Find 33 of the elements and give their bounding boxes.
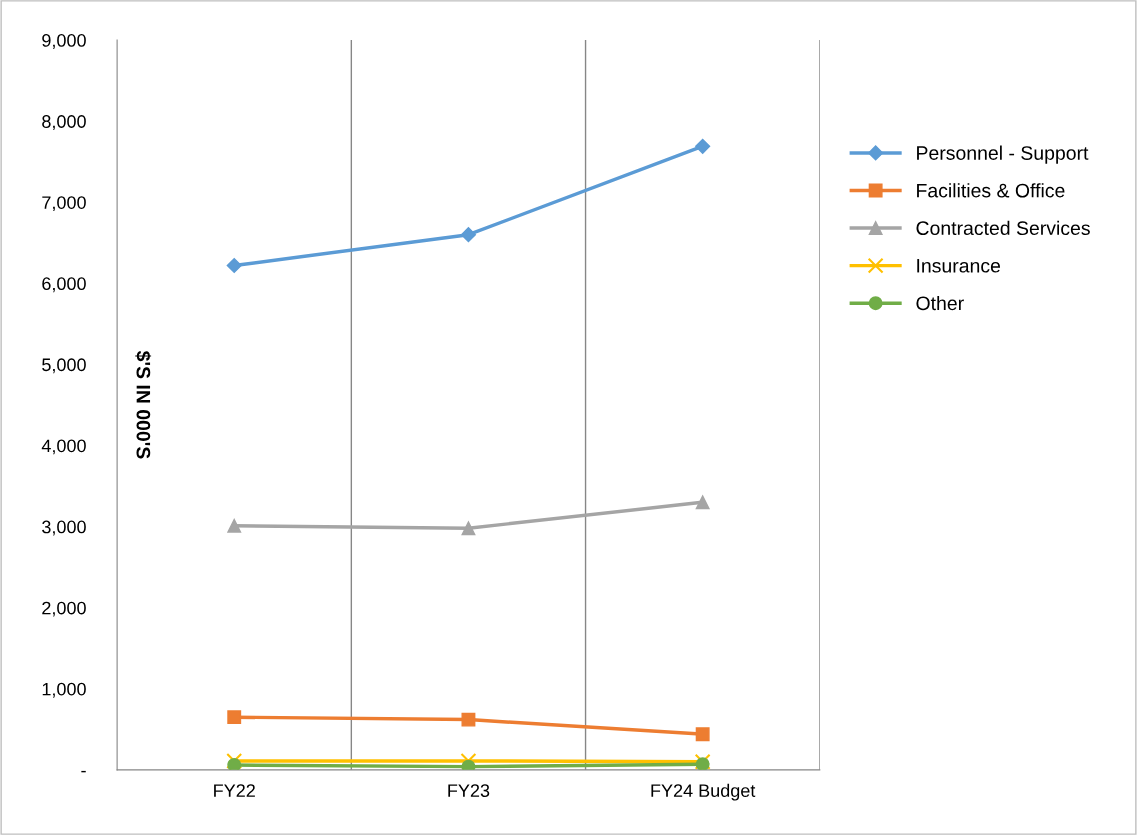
point (227, 518, 242, 533)
x-tick-label: FY24 Budget (651, 783, 756, 801)
legend-label: Other (916, 295, 964, 311)
point (460, 227, 477, 243)
y-tick-label: 7,000 (42, 196, 86, 212)
point (226, 257, 242, 274)
y-tick-label: 6,000 (42, 277, 86, 293)
y-tick-label: 3,000 (42, 520, 86, 536)
y-axis-title: $'S IN 000'S (135, 350, 152, 459)
y-tick-label: 9,000 (42, 34, 86, 49)
point (461, 712, 476, 727)
legend-label: Insurance (917, 259, 1001, 273)
legend-label: Personnel - Support (917, 145, 1089, 164)
y-tick-label: 4,000 (41, 439, 86, 455)
legend-label: Facilities & Office (917, 183, 1065, 198)
x-tick-label: FY23 (448, 784, 490, 798)
y-tick-label: 5,000 (42, 358, 86, 374)
point (226, 752, 243, 769)
point (227, 710, 242, 725)
x-tick-label: FY22 (214, 784, 255, 797)
point (695, 727, 710, 742)
point (695, 495, 710, 510)
point (461, 521, 476, 536)
y-tick-label: 1,000 (42, 682, 86, 698)
point (227, 758, 242, 770)
point (695, 757, 710, 770)
point (461, 759, 476, 770)
point (694, 753, 711, 770)
legend-label: Contracted Services (916, 220, 1090, 236)
y-tick-label: - (81, 770, 86, 773)
y-tick-label: 8,000 (42, 115, 86, 131)
y-tick-label: 2,000 (42, 601, 86, 617)
point (695, 138, 711, 154)
